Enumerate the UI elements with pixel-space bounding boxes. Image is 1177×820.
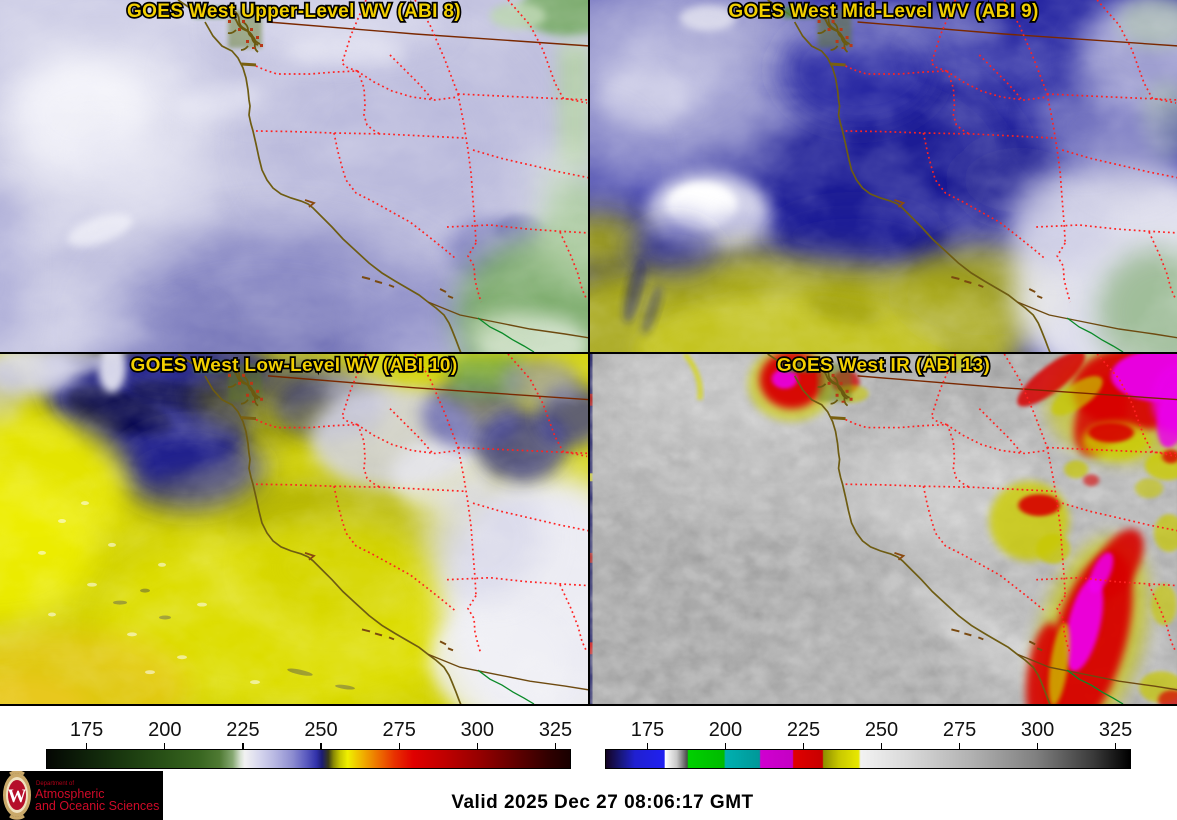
svg-text:GOES West Upper-Level WV (ABI: GOES West Upper-Level WV (ABI 8) [127, 1, 461, 22]
svg-text:GOES West Mid-Level WV (ABI 9): GOES West Mid-Level WV (ABI 9) [728, 1, 1038, 22]
svg-text:GOES West IR (ABI 13): GOES West IR (ABI 13) [777, 355, 990, 376]
svg-text:GOES West Low-Level WV (ABI 10: GOES West Low-Level WV (ABI 10) [130, 355, 457, 376]
svg-text:W: W [8, 786, 27, 807]
